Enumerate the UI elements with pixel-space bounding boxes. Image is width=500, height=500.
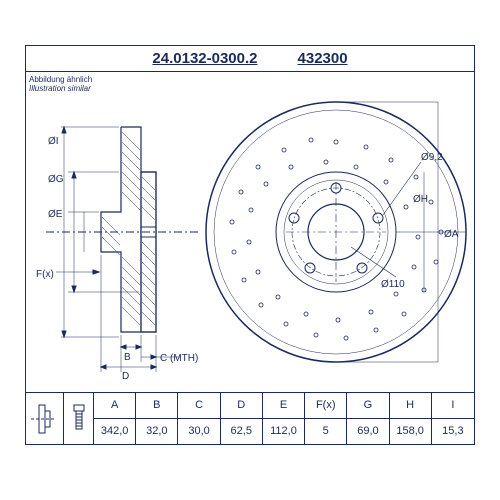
label-diaE: ØE	[48, 209, 63, 220]
col-E: E	[263, 393, 305, 419]
label-diaI: ØI	[48, 136, 59, 147]
part-number: 24.0132-0300.2	[152, 50, 257, 67]
val-G: 69,0	[347, 419, 389, 445]
val-E: 112,0	[263, 419, 305, 445]
col-D: D	[221, 393, 263, 419]
col-B: B	[136, 393, 178, 419]
label-Fx: F(x)	[36, 269, 54, 280]
label-C: C (MTH)	[160, 353, 198, 364]
label-D: D	[122, 371, 129, 382]
col-H: H	[390, 393, 432, 419]
val-A: 342,0	[94, 419, 136, 445]
bolt-icon	[68, 399, 90, 439]
val-D: 62,5	[221, 419, 263, 445]
val-C: 30,0	[178, 419, 220, 445]
val-H: 158,0	[390, 419, 432, 445]
disc-icon-cell	[26, 393, 64, 444]
val-F: 5	[305, 419, 347, 445]
disc-side-icon	[31, 399, 59, 439]
label-center-dia: Ø110	[381, 279, 405, 290]
drawing-frame: 24.0132-0300.2 432300 Abbildung ähnlich …	[25, 45, 475, 445]
label-diaA: ØA	[444, 229, 459, 240]
data-grid: A B C D E F(x) G H I 342,0 32,0 30,0 62,…	[94, 393, 474, 444]
title-bar: 24.0132-0300.2 432300	[26, 46, 474, 72]
front-view	[206, 102, 466, 362]
technical-drawing: ØI ØG ØE F(x) B C (MTH) D ØH ØA Ø9,2 Ø11…	[26, 72, 474, 392]
col-I: I	[432, 393, 474, 419]
dimension-table: A B C D E F(x) G H I 342,0 32,0 30,0 62,…	[26, 392, 474, 444]
val-B: 32,0	[136, 419, 178, 445]
diagram-area: ØI ØG ØE F(x) B C (MTH) D ØH ØA Ø9,2 Ø11…	[26, 72, 474, 392]
label-hole-dia: Ø9,2	[421, 152, 443, 163]
col-G: G	[347, 393, 389, 419]
side-view	[46, 127, 201, 372]
label-diaH: ØH	[413, 194, 428, 205]
col-C: C	[178, 393, 220, 419]
col-F: F(x)	[305, 393, 347, 419]
label-diaG: ØG	[48, 174, 64, 185]
val-I: 15,3	[432, 419, 474, 445]
col-A: A	[94, 393, 136, 419]
bolt-icon-cell	[64, 393, 94, 444]
label-B: B	[124, 352, 131, 363]
ref-number: 432300	[298, 50, 348, 67]
